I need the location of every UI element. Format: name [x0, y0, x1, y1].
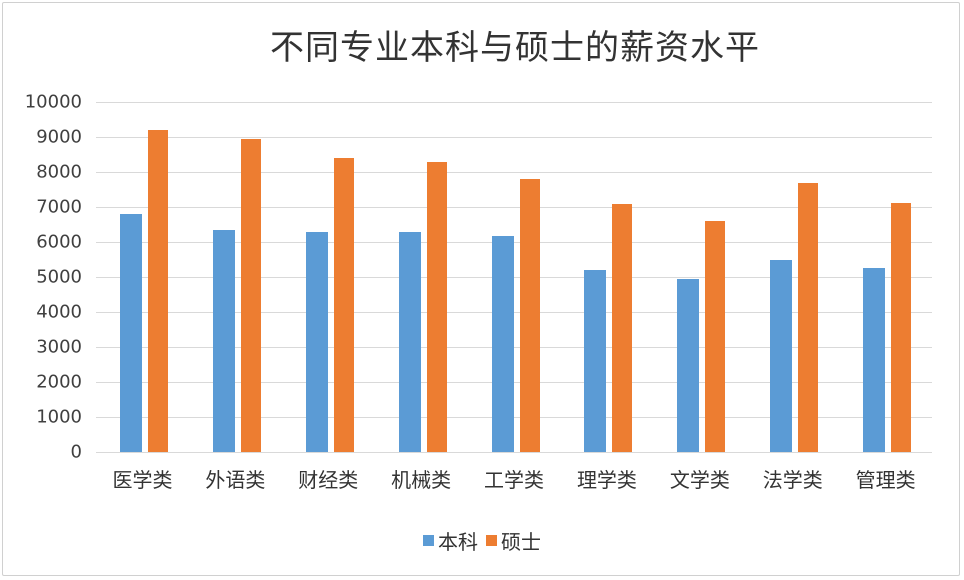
y-tick-label: 5000 — [36, 266, 82, 288]
legend-item: 本科 — [423, 526, 478, 555]
bar-bachelor — [305, 232, 328, 452]
chart-title: 不同专业本科与硕士的薪资水平 — [270, 28, 760, 68]
y-tick-label: 9000 — [36, 126, 82, 148]
bar-bachelor — [863, 267, 886, 452]
legend-item: 硕士 — [486, 526, 541, 555]
bar-master — [519, 179, 540, 452]
gridline — [96, 242, 932, 243]
bar-bachelor — [120, 214, 142, 452]
gridline — [96, 277, 932, 278]
y-tick-label: 2000 — [36, 371, 82, 393]
bar-bachelor — [491, 236, 514, 452]
x-tick-label: 理学类 — [576, 468, 637, 492]
y-tick-label: 3000 — [36, 336, 82, 358]
legend-swatch-icon — [486, 535, 497, 546]
bar-master — [426, 161, 447, 452]
gridline — [96, 347, 932, 348]
y-tick-label: 6000 — [36, 231, 82, 253]
bar-master — [148, 130, 168, 452]
bar-bachelor — [212, 229, 235, 452]
bar-bachelor — [677, 278, 700, 452]
y-tick-label: 0 — [70, 441, 82, 463]
gridline — [96, 137, 932, 138]
x-tick-label: 外语类 — [205, 468, 266, 492]
x-tick-label: 医学类 — [112, 468, 173, 492]
bar-master — [891, 202, 912, 452]
legend-label: 硕士 — [501, 530, 541, 554]
gridline — [96, 417, 932, 418]
bar-bachelor — [398, 232, 421, 452]
bar-master — [612, 204, 633, 452]
legend: 本科 硕士 — [0, 526, 964, 555]
x-tick-label: 管理类 — [855, 468, 916, 492]
gridline — [96, 102, 932, 103]
bar-master — [705, 221, 726, 452]
y-tick-label: 8000 — [36, 161, 82, 183]
x-tick-label: 机械类 — [391, 468, 452, 492]
gridline — [96, 382, 932, 383]
legend-label: 本科 — [438, 530, 478, 554]
x-tick-label: 文学类 — [669, 468, 730, 492]
bar-master — [240, 138, 261, 452]
bar-bachelor — [770, 260, 793, 452]
y-tick-label: 10000 — [24, 91, 82, 113]
bar-bachelor — [584, 270, 607, 452]
x-tick-label: 财经类 — [298, 468, 359, 492]
y-tick-label: 4000 — [36, 301, 82, 323]
bar-master — [798, 182, 819, 452]
gridline — [96, 207, 932, 208]
x-tick-label: 工学类 — [484, 468, 545, 492]
gridline — [96, 172, 932, 173]
plot-area: 0 1000 2000 3000 4000 5000 6000 7000 8000 9000 100… — [25, 92, 932, 492]
x-tick-label: 法学类 — [762, 468, 823, 492]
gridline — [96, 452, 932, 453]
y-tick-label: 1000 — [36, 406, 82, 428]
y-tick-label: 7000 — [36, 196, 82, 218]
legend-swatch-icon — [423, 535, 434, 546]
bar-master — [333, 158, 354, 452]
gridline — [96, 312, 932, 313]
